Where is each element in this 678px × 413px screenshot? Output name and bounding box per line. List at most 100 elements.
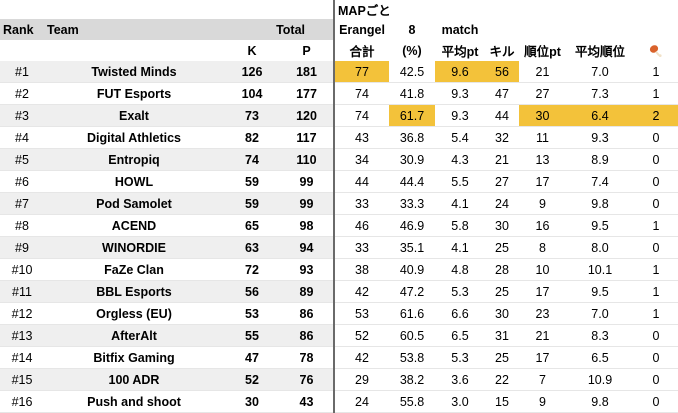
total-kills: 74 [224,148,280,171]
table-row: #4 Digital Athletics 82 117 43 36.8 5.4 32 11 9.3… [0,126,678,149]
kills: 30 [485,302,519,325]
avg-pt: 6.5 [435,324,485,347]
chicken-wins: 1 [634,302,678,325]
erangel-total: 34 [333,148,389,171]
table-row: #14 Bitfix Gaming 47 78 42 53.8 5.3 25 17 6.5 0 [0,346,678,369]
total-points: 99 [280,170,334,193]
kills: 25 [485,236,519,259]
erangel-total: 74 [333,104,389,127]
erangel-pct: 36.8 [389,126,435,149]
rank-pt: 27 [519,82,566,105]
erangel-pct: 38.2 [389,368,435,391]
avg-rank-header: 平均順位 [574,45,625,59]
kill-header: キル [489,45,515,59]
total-points: 94 [280,236,334,259]
avg-rank: 7.0 [566,61,634,83]
total-kills: 55 [224,324,280,347]
chicken-wins: 1 [634,214,678,237]
erangel-pct: 41.8 [389,82,435,105]
rank-pt: 17 [519,170,566,193]
chicken-wins: 1 [634,280,678,303]
avg-pt: 5.4 [435,126,485,149]
chicken-wins: 0 [634,346,678,369]
kills: 31 [485,324,519,347]
rank-cell: #4 [0,126,44,149]
rank-cell: #12 [0,302,44,325]
rank-pt: 11 [519,126,566,149]
rank-cell: #11 [0,280,44,303]
rank-pt: 23 [519,302,566,325]
match-header: match [441,22,479,37]
team-header: Team [44,19,224,40]
team-name: WINORDIE [44,236,224,259]
total-points: 86 [280,302,334,325]
total-kills: 82 [224,126,280,149]
table-row: #12 Orgless (EU) 53 86 53 61.6 6.6 30 23 7.0 1 [0,302,678,325]
rank-pt: 17 [519,280,566,303]
team-name: FaZe Clan [44,258,224,281]
kills: 28 [485,258,519,281]
total-kills: 56 [224,280,280,303]
kills: 15 [485,390,519,413]
erangel-total: 33 [333,236,389,259]
avg-pt: 9.3 [435,82,485,105]
team-name: Exalt [44,104,224,127]
team-name: Push and shoot [44,390,224,413]
total-kills: 104 [224,82,280,105]
total-points: 78 [280,346,334,369]
chicken-wins: 1 [634,61,678,83]
avg-pt: 9.3 [435,104,485,127]
erangel-pct: 47.2 [389,280,435,303]
rank-pt: 13 [519,148,566,171]
total-kills: 73 [224,104,280,127]
avg-pt-header: 平均pt [441,45,479,59]
k-header: K [247,43,257,58]
erangel-total: 42 [333,280,389,303]
table-row: #8 ACEND 65 98 46 46.9 5.8 30 16 9.5 1 [0,214,678,237]
erangel-pct: 60.5 [389,324,435,347]
kills: 32 [485,126,519,149]
team-name: Pod Samolet [44,192,224,215]
total-points: 43 [280,390,334,413]
erangel-pct: 42.5 [389,61,435,83]
kills: 25 [485,280,519,303]
rank-cell: #14 [0,346,44,369]
avg-rank: 10.9 [566,368,634,391]
rank-pt: 30 [519,104,566,127]
erangel-pct: 55.8 [389,390,435,413]
erangel-total: 44 [333,170,389,193]
erangel-total: 33 [333,192,389,215]
rank-pt: 9 [519,390,566,413]
avg-rank: 6.5 [566,346,634,369]
avg-rank: 8.3 [566,324,634,347]
erangel-pct: 53.8 [389,346,435,369]
chicken-wins: 0 [634,236,678,259]
total-kills: 63 [224,236,280,259]
kills: 47 [485,82,519,105]
rank-cell: #10 [0,258,44,281]
team-name: AfterAlt [44,324,224,347]
total-points: 93 [280,258,334,281]
kills: 22 [485,368,519,391]
erangel-pct: 61.6 [389,302,435,325]
standings-body: #1 Twisted Minds 126 181 77 42.5 9.6 56 21 7.0 1 #2… [0,61,678,413]
avg-pt: 4.1 [435,192,485,215]
avg-pt: 5.5 [435,170,485,193]
avg-pt: 4.3 [435,148,485,171]
avg-rank: 9.5 [566,214,634,237]
table-row: #16 Push and shoot 30 43 24 55.8 3.0 15 9 9.8 0 [0,390,678,413]
kills: 30 [485,214,519,237]
table-row: #11 BBL Esports 56 89 42 47.2 5.3 25 17 9.5 1 [0,280,678,303]
erangel-pct: 35.1 [389,236,435,259]
erangel-pct: 61.7 [389,104,435,127]
total-points: 86 [280,324,334,347]
avg-pt: 5.8 [435,214,485,237]
table-row: #7 Pod Samolet 59 99 33 33.3 4.1 24 9 9.8 0 [0,192,678,215]
total-points: 177 [280,82,334,105]
erangel-total: 52 [333,324,389,347]
pct-header: (%) [402,43,422,58]
avg-pt: 4.1 [435,236,485,259]
team-name: 100 ADR [44,368,224,391]
kills: 44 [485,104,519,127]
